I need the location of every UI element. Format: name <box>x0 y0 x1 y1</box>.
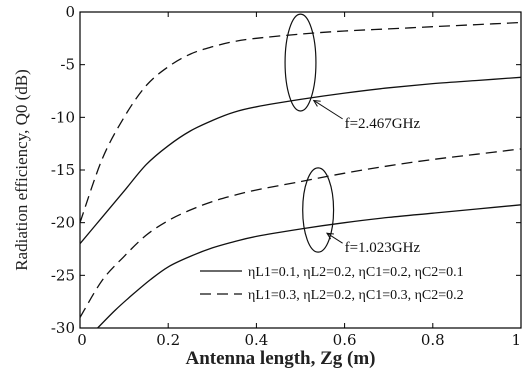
series-line-1-dashed <box>79 21 522 223</box>
legend: ηL1=0.1, ηL2=0.2, ηC1=0.2, ηC2=0.1 ηL1=0.… <box>200 265 464 303</box>
y-tick-label: -30 <box>51 319 75 337</box>
y-tick-label: -20 <box>51 214 75 232</box>
annotations: f=2.467GHz f=1.023GHz <box>284 13 421 256</box>
annotation-ellipse-2 <box>302 167 335 253</box>
series-group <box>79 21 522 329</box>
x-tick-label: 0 <box>77 331 87 349</box>
series-line-2-solid <box>79 76 522 245</box>
y-axis-label: Radiation efficiency, Q0 (dB) <box>12 69 31 271</box>
series-line-4-solid <box>97 204 522 329</box>
x-tick-label: 1 <box>511 331 521 349</box>
x-tick-label: 0.2 <box>156 331 180 349</box>
annotation-arrowhead-1 <box>312 99 321 107</box>
series-line-3-dashed <box>79 148 522 318</box>
y-tick-label: 0 <box>65 3 75 21</box>
annotation-label-1: f=2.467GHz <box>345 116 421 132</box>
x-tick-label: 0.8 <box>421 331 445 349</box>
axis-labels: Radiation efficiency, Q0 (dB) Antenna le… <box>12 69 376 369</box>
x-tick-label: 0.4 <box>244 331 268 349</box>
x-tick-label: 0.6 <box>333 331 357 349</box>
y-tick-label: -5 <box>60 56 75 74</box>
annotation-label-2: f=1.023GHz <box>345 240 421 256</box>
legend-entry-2: ηL1=0.3, ηL2=0.2, ηC1=0.3, ηC2=0.2 <box>248 288 464 303</box>
x-axis-label: Antenna length, Zg (m) <box>185 348 375 369</box>
annotation-arrow-1 <box>313 100 343 120</box>
legend-entry-1: ηL1=0.1, ηL2=0.2, ηC1=0.2, ηC2=0.1 <box>248 265 464 280</box>
annotation-arrowhead-2 <box>325 232 334 240</box>
y-tick-label: -25 <box>51 266 75 284</box>
y-tick-label: -10 <box>51 108 75 126</box>
y-tick-label: -15 <box>51 161 75 179</box>
annotation-ellipse-1 <box>284 13 317 112</box>
annotation-arrow-2 <box>326 232 343 244</box>
axis-ticks: 0 0.2 0.4 0.6 0.8 1 0 -5 -10 -15 -20 -25 -30 <box>51 3 522 349</box>
plot-border <box>79 11 522 329</box>
plot-frame <box>79 11 522 329</box>
